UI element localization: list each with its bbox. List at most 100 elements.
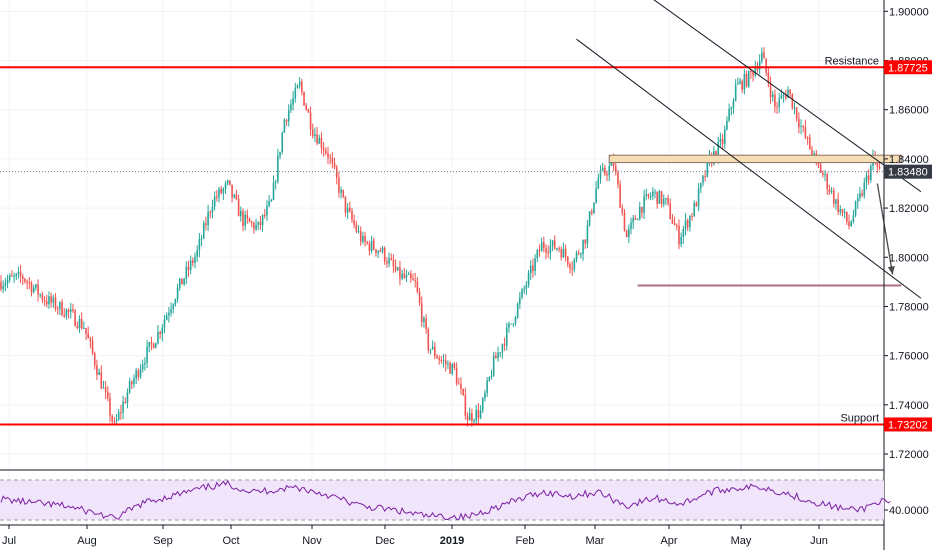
candle-down: [305, 102, 307, 111]
candle-body: [246, 214, 249, 219]
channel-upper-line[interactable]: [572, 0, 922, 193]
candle-body: [174, 299, 177, 305]
candle-body: [320, 137, 323, 149]
candle-body: [216, 196, 218, 198]
candle-body: [632, 217, 634, 223]
candle-down: [111, 414, 113, 425]
candle-body: [372, 240, 375, 250]
candle-down: [24, 277, 26, 284]
candle-body: [436, 356, 438, 359]
candle-body: [822, 172, 824, 175]
candle-up: [468, 407, 471, 421]
candle-up: [638, 201, 641, 221]
candle-body: [747, 70, 750, 87]
candle-body: [625, 230, 628, 238]
candle-up: [370, 235, 373, 254]
candle-body: [329, 157, 331, 159]
candle-down: [427, 327, 430, 354]
candle-body: [61, 302, 63, 316]
candle-down: [553, 235, 556, 250]
candle-up: [296, 84, 299, 89]
candle-down: [634, 215, 637, 220]
candle-body: [240, 210, 242, 217]
rsi-line: [0, 479, 891, 521]
candle-up: [562, 242, 565, 258]
candle-body: [763, 52, 765, 59]
candle-body: [41, 294, 44, 301]
candle-body: [279, 151, 281, 156]
candle-body: [19, 271, 22, 277]
candle-body: [752, 71, 754, 76]
candle-down: [63, 307, 66, 318]
time-axis[interactable]: Jul Aug Sep Oct Nov Dec 2019 Feb Mar Apr May Jun: [2, 525, 828, 547]
candle-down: [440, 356, 443, 364]
candle-body: [126, 392, 129, 403]
candle-down: [750, 68, 752, 79]
candle-body: [645, 194, 648, 197]
price-tick-label: 1.82000: [889, 203, 929, 215]
candle-body: [63, 315, 66, 317]
forecast-arrow[interactable]: [876, 183, 894, 275]
candle-up: [473, 418, 475, 425]
candle-up: [843, 208, 846, 219]
candle-down: [804, 119, 807, 140]
channel-lower-line[interactable]: [576, 38, 922, 299]
candle-body: [244, 214, 246, 226]
candle-up: [734, 79, 737, 102]
candle-down: [100, 365, 103, 390]
candle-body: [438, 358, 440, 361]
candle-down: [846, 211, 848, 226]
candle-body: [161, 327, 164, 334]
candle-down: [329, 153, 331, 165]
candle-body: [503, 344, 506, 346]
candle-up: [747, 70, 750, 88]
candle-body: [28, 282, 31, 284]
candle-down: [691, 213, 693, 221]
candle-body: [682, 228, 685, 237]
candle-up: [521, 288, 523, 300]
candle-body: [717, 141, 720, 158]
candle-body: [765, 58, 767, 73]
candle-up: [314, 127, 316, 142]
candle-body: [453, 363, 456, 368]
resistance-zone[interactable]: [608, 154, 902, 164]
candle-down: [113, 416, 116, 424]
candle-down: [30, 280, 33, 297]
candle-up: [161, 324, 164, 342]
candle-body: [194, 256, 196, 263]
candle-body: [32, 287, 35, 293]
candle-body: [322, 148, 325, 151]
candle-up: [645, 188, 648, 201]
candle-up: [233, 193, 236, 199]
candle-body: [233, 194, 236, 198]
candle-up: [146, 339, 148, 368]
candle-up: [728, 103, 730, 123]
price-scale[interactable]: 1.900001.880001.860001.840001.820001.800…: [884, 6, 929, 461]
candle-body: [540, 242, 543, 252]
candle-up: [630, 217, 632, 235]
candle-body: [272, 182, 275, 200]
candle-body: [198, 239, 201, 250]
candle-body: [706, 161, 709, 177]
candle-down: [416, 277, 419, 294]
candle-down: [349, 201, 351, 213]
candle-down: [61, 299, 63, 317]
candle-down: [837, 192, 839, 216]
candle-body: [758, 61, 761, 70]
candle-up: [743, 69, 746, 95]
candle-body: [669, 203, 672, 219]
candle-down: [235, 189, 238, 201]
candle-down: [87, 326, 89, 339]
candle-body: [477, 409, 480, 419]
candle-body: [54, 297, 57, 309]
candle-body: [335, 167, 338, 178]
candle-body: [309, 112, 312, 130]
candle-body: [87, 333, 89, 339]
candle-down: [425, 314, 427, 334]
candle-body: [534, 258, 536, 271]
candle-up: [665, 197, 667, 206]
candle-down: [695, 201, 698, 207]
candle-up: [283, 118, 286, 133]
candle-body: [388, 258, 390, 264]
